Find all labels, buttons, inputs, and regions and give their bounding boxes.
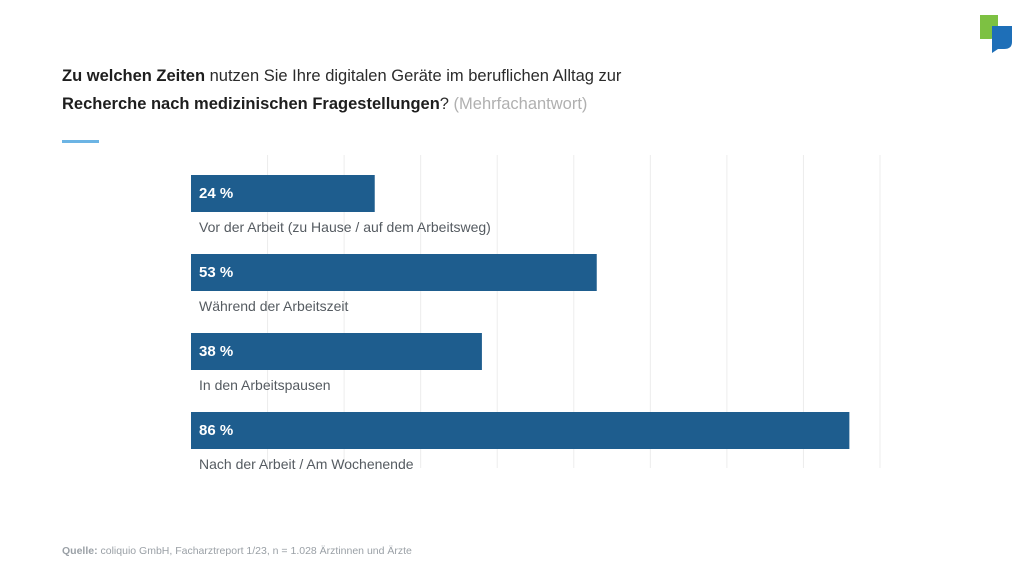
title-line-2: Recherche nach medizinischen Fragestellu… [62, 90, 762, 118]
title-hint: (Mehrfachantwort) [448, 95, 588, 113]
category-label: Während der Arbeitszeit [199, 298, 349, 314]
chart-title: Zu welchen Zeiten nutzen Sie Ihre digita… [62, 62, 762, 118]
source-text: coliquio GmbH, Facharztreport 1/23, n = … [97, 545, 412, 557]
bar-value-label: 38 % [199, 343, 233, 360]
bar [191, 333, 482, 370]
source-label: Quelle: [62, 545, 98, 557]
title-bold-1: Zu welchen Zeiten [62, 67, 206, 85]
bar-value-label: 86 % [199, 422, 233, 439]
bar [191, 412, 850, 449]
bar [191, 254, 597, 291]
title-bold-2: Recherche nach medizinischen Fragestellu… [62, 95, 440, 113]
category-label: In den Arbeitspausen [199, 377, 331, 393]
category-label: Vor der Arbeit (zu Hause / auf dem Arbei… [199, 219, 491, 235]
source-footer: Quelle: coliquio GmbH, Facharztreport 1/… [62, 545, 412, 557]
bar-value-label: 24 % [199, 185, 233, 202]
title-line-1: Zu welchen Zeiten nutzen Sie Ihre digita… [62, 62, 762, 90]
bar-value-label: 53 % [199, 264, 233, 281]
category-label: Nach der Arbeit / Am Wochenende [199, 456, 414, 472]
coliquio-logo-icon [980, 15, 1012, 53]
accent-divider [62, 140, 99, 143]
title-question-mark: ? [439, 95, 449, 113]
bar [191, 175, 375, 212]
title-text-1: nutzen Sie Ihre digitalen Geräte im beru… [205, 67, 622, 85]
